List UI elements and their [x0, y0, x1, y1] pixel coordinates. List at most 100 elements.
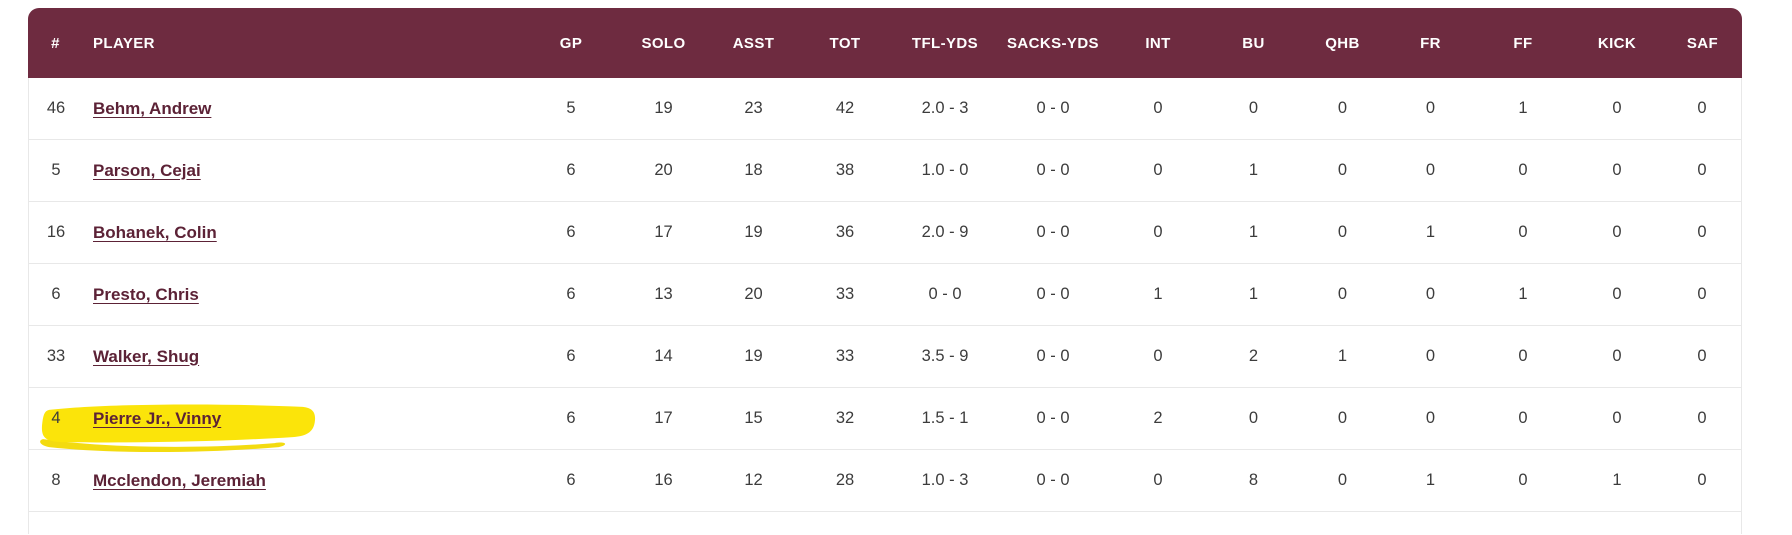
- stat-saf: 0: [1663, 450, 1742, 512]
- stat-gp: 6: [524, 202, 618, 264]
- stat-tot-value: 28: [835, 471, 855, 489]
- stat-int-value: 1: [1153, 285, 1163, 303]
- stat-solo: 19: [618, 78, 709, 140]
- stat-gp: 6: [524, 264, 618, 326]
- stat-bu: 0: [1208, 78, 1299, 140]
- stat-kick: 1: [1571, 450, 1663, 512]
- stat-fr-value: 1: [1425, 223, 1436, 241]
- player-number: 5: [28, 140, 83, 202]
- player-number-text: 4: [51, 409, 61, 427]
- stat-asst: 12: [709, 450, 798, 512]
- player-link[interactable]: Behm, Andrew: [93, 98, 212, 118]
- stat-solo: 20: [618, 140, 709, 202]
- stat-fr-value: 0: [1425, 161, 1436, 179]
- stat-tfl-yds-value: 3.5 - 9: [921, 347, 969, 365]
- stat-fr: 0: [1386, 388, 1475, 450]
- stat-solo: 13: [618, 264, 709, 326]
- stat-tot: 33: [798, 326, 892, 388]
- player-link[interactable]: Parson, Cejai: [93, 160, 201, 180]
- stat-sacks-yds-value: 0 - 0: [1036, 99, 1070, 117]
- player-number-text: 33: [46, 347, 66, 365]
- stat-qhb-value: 0: [1337, 161, 1348, 179]
- column-header-player: PLAYER: [83, 8, 524, 78]
- stat-fr-value: 0: [1425, 99, 1436, 117]
- stat-saf: 0: [1663, 140, 1742, 202]
- stat-sacks-yds-value: 0 - 0: [1036, 161, 1070, 179]
- column-header-fr: FR: [1386, 8, 1475, 78]
- player-cell: Presto, Chris: [83, 264, 524, 326]
- stat-tot: 32: [798, 388, 892, 450]
- stat-asst: 19: [709, 202, 798, 264]
- player-link[interactable]: Walker, Shug: [93, 346, 200, 366]
- stat-gp: 6: [524, 326, 618, 388]
- stat-bu-value: 0: [1248, 409, 1259, 427]
- stat-gp-value: 6: [566, 223, 576, 241]
- stat-solo: 16: [618, 450, 709, 512]
- player-number: 6: [28, 264, 83, 326]
- stat-saf-value: 0: [1697, 161, 1707, 179]
- stat-kick: 0: [1571, 264, 1663, 326]
- column-header-ff: FF: [1475, 8, 1571, 78]
- stat-asst-value: 19: [744, 223, 763, 241]
- stat-int-value: 2: [1153, 409, 1163, 427]
- player-cell: Parson, Cejai: [83, 140, 524, 202]
- stat-kick: 0: [1571, 388, 1663, 450]
- stat-ff-value: 0: [1518, 223, 1528, 241]
- column-header-tfl-yds: TFL-YDS: [892, 8, 998, 78]
- stat-int: 0: [1108, 326, 1208, 388]
- stat-qhb-value: 1: [1337, 347, 1348, 365]
- stat-ff: 1: [1475, 78, 1571, 140]
- stat-tfl-yds: 3.5 - 9: [892, 326, 998, 388]
- stat-saf-value: 0: [1697, 347, 1707, 365]
- stat-gp-value: 6: [566, 285, 576, 303]
- stat-int-value: 0: [1153, 99, 1163, 117]
- column-header-asst: ASST: [709, 8, 798, 78]
- stat-solo-value: 14: [654, 347, 673, 365]
- stat-asst: 19: [709, 326, 798, 388]
- stat-fr: 1: [1386, 450, 1475, 512]
- stat-sacks-yds: 0 - 0: [998, 326, 1108, 388]
- column-header-tot: TOT: [798, 8, 892, 78]
- stat-bu: 2: [1208, 326, 1299, 388]
- stat-qhb: 0: [1299, 78, 1386, 140]
- player-link[interactable]: Pierre Jr., Vinny: [93, 408, 222, 428]
- column-header-solo: SOLO: [618, 8, 709, 78]
- stat-ff: 0: [1475, 450, 1571, 512]
- stat-tfl-yds: 1.0 - 3: [892, 450, 998, 512]
- stat-qhb: 0: [1299, 388, 1386, 450]
- player-link[interactable]: Mcclendon, Jeremiah: [93, 470, 266, 490]
- player-number-text: 16: [46, 223, 66, 241]
- stat-gp-value: 6: [566, 409, 576, 427]
- stat-saf-value: 0: [1697, 285, 1707, 303]
- stat-saf: 0: [1663, 202, 1742, 264]
- player-link[interactable]: Bohanek, Colin: [93, 222, 217, 242]
- table-row: 6 Presto, Chris 6 13 20 33 0 - 0 0 - 0 1 1 0 0 1 0 0: [28, 264, 1742, 326]
- stat-bu-value: 1: [1248, 161, 1259, 179]
- stat-tot: 38: [798, 140, 892, 202]
- stat-asst-value: 18: [744, 161, 763, 179]
- stat-gp: 6: [524, 450, 618, 512]
- stat-saf: 0: [1663, 78, 1742, 140]
- stat-qhb-value: 0: [1337, 409, 1348, 427]
- player-cell: Bohanek, Colin: [83, 202, 524, 264]
- stat-int: 0: [1108, 202, 1208, 264]
- column-header-gp: GP: [524, 8, 618, 78]
- player-link[interactable]: Presto, Chris: [93, 284, 199, 304]
- stat-ff: 0: [1475, 388, 1571, 450]
- player-number: 46: [28, 78, 83, 140]
- stat-tot-value: 42: [835, 99, 855, 117]
- table-row: 4 Pierre Jr., Vinny 6 17 15 32 1.5 - 1 0 - 0 2 0 0…: [28, 388, 1742, 453]
- stat-bu-value: 1: [1248, 285, 1259, 303]
- stat-int-value: 0: [1153, 223, 1163, 241]
- stat-ff-value: 0: [1518, 347, 1528, 365]
- stat-asst-value: 23: [744, 99, 763, 117]
- stat-gp-value: 6: [566, 347, 576, 365]
- table-header-row: # PLAYER GP SOLO ASST TOT TFL-YDS SACKS-YDS INT B…: [28, 8, 1742, 78]
- stat-sacks-yds-value: 0 - 0: [1036, 223, 1070, 241]
- stat-sacks-yds: 0 - 0: [998, 450, 1108, 512]
- stat-tfl-yds: 1.0 - 0: [892, 140, 998, 202]
- table-row: 8 Mcclendon, Jeremiah 6 16 12 28 1.0 - 3 0 - 0 0…: [28, 450, 1742, 512]
- stat-fr-value: 0: [1425, 409, 1436, 427]
- stat-sacks-yds-value: 0 - 0: [1036, 347, 1070, 365]
- stat-saf-value: 0: [1697, 471, 1707, 489]
